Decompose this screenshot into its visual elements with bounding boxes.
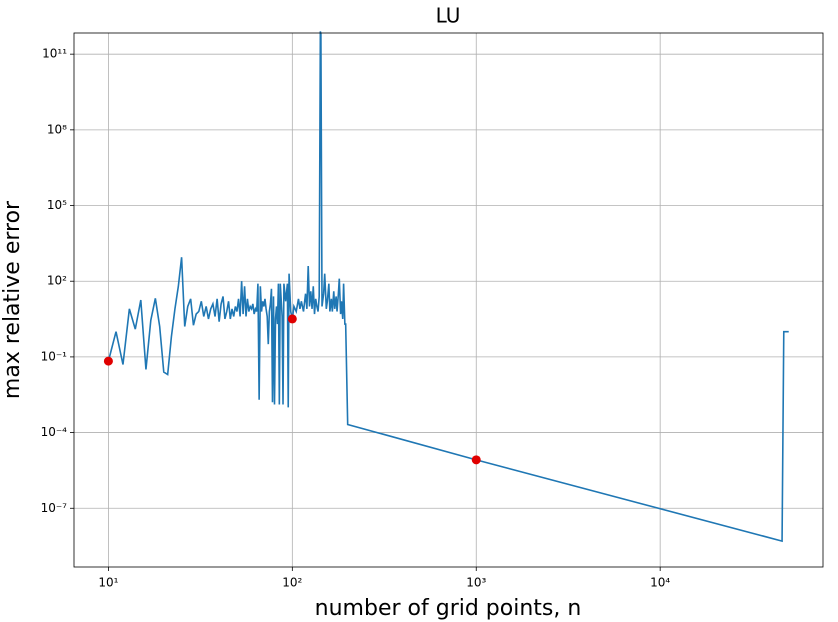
y-tick-label: 10⁵: [47, 198, 67, 212]
y-tick-label: 10⁻⁷: [41, 501, 68, 515]
data-point: [103, 356, 113, 366]
y-tick-label: 10¹¹: [42, 47, 67, 61]
data-point: [287, 314, 297, 324]
data-point: [471, 455, 481, 465]
plot-frame: [73, 32, 824, 568]
x-tick-label: 10⁴: [650, 576, 670, 590]
x-axis-label: number of grid points, n: [315, 596, 582, 621]
chart-title: LU: [436, 4, 461, 28]
y-tick-label: 10⁻¹: [41, 349, 68, 363]
y-tick-label: 10⁻⁴: [41, 425, 68, 439]
x-tick-label: 10²: [282, 576, 302, 590]
x-tick-label: 10¹: [98, 576, 118, 590]
y-axis-label: max relative error: [0, 200, 25, 399]
data-line: [107, 31, 789, 543]
x-tick-label: 10³: [466, 576, 486, 590]
y-tick-label: 10²: [47, 274, 67, 288]
y-tick-label: 10⁸: [47, 122, 67, 136]
